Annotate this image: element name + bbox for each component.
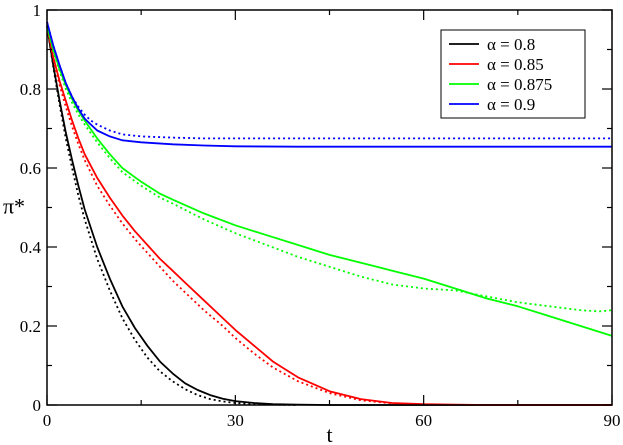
axis-tick-labels: 0 30 60 90 0 0.2 0.4 0.6 0.8 1 bbox=[20, 1, 621, 430]
legend-label: α = 0.8 bbox=[487, 35, 535, 54]
y-tick-label: 1 bbox=[33, 1, 42, 20]
x-tick-label: 90 bbox=[604, 411, 621, 430]
x-tick-label: 0 bbox=[43, 411, 52, 430]
y-tick-label: 0.2 bbox=[20, 317, 41, 336]
series-2-solid-line bbox=[46, 25, 612, 406]
series-1-dotted-line bbox=[46, 25, 299, 406]
x-tick-label: 30 bbox=[227, 411, 244, 430]
x-tick-label: 60 bbox=[415, 411, 432, 430]
axis-ticks bbox=[46, 9, 613, 406]
y-tick-label: 0.4 bbox=[20, 238, 42, 257]
series-4-solid-line bbox=[46, 21, 612, 148]
y-tick-label: 0.6 bbox=[20, 159, 41, 178]
legend-label: α = 0.9 bbox=[487, 95, 535, 114]
legend-label: α = 0.875 bbox=[487, 75, 552, 94]
series-2-dotted-line bbox=[46, 25, 456, 406]
y-axis-label: π* bbox=[3, 194, 25, 219]
y-tick-label: 0.8 bbox=[20, 80, 41, 99]
legend-label: α = 0.85 bbox=[487, 55, 544, 74]
y-tick-label: 0 bbox=[33, 396, 42, 415]
x-axis-label: t bbox=[326, 422, 332, 445]
